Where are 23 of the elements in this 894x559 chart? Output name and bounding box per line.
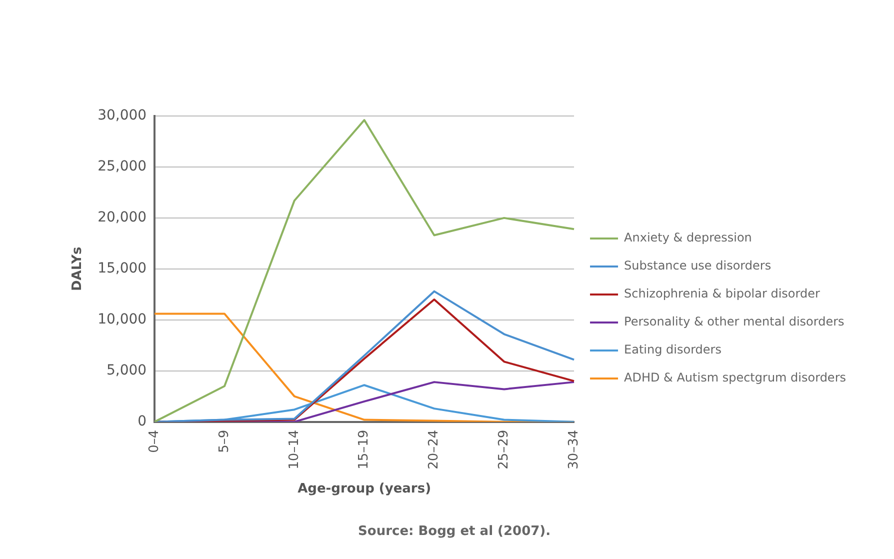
legend-label: Anxiety & depression bbox=[624, 230, 752, 245]
x-tick-label: 25–29 bbox=[496, 430, 512, 470]
source-note: Source: Bogg et al (2007). bbox=[358, 524, 551, 539]
y-tick-label: 15,000 bbox=[98, 260, 147, 277]
x-tick-label: 20–24 bbox=[426, 430, 442, 470]
x-tick-label: 10–14 bbox=[286, 430, 302, 470]
y-tick-label: 30,000 bbox=[98, 108, 147, 124]
x-tick-label: 30–34 bbox=[566, 430, 582, 470]
legend-label: Eating disorders bbox=[624, 342, 722, 357]
y-tick-label: 25,000 bbox=[98, 158, 147, 175]
x-tick-label: 15–19 bbox=[356, 430, 372, 470]
y-tick-label: 10,000 bbox=[98, 312, 147, 328]
x-tick-label: 0–4 bbox=[146, 430, 162, 453]
y-tick-label: 20,000 bbox=[98, 210, 147, 226]
legend-label: Schizophrenia & bipolar disorder bbox=[624, 286, 820, 301]
x-tick-label: 5–9 bbox=[216, 430, 232, 453]
legend-label: Personality & other mental disorders bbox=[624, 314, 844, 329]
y-tick-label: 0 bbox=[138, 413, 147, 430]
legend-label: Substance use disorders bbox=[624, 258, 772, 273]
legend-label: ADHD & Autism spectgrum disorders bbox=[624, 370, 846, 385]
y-axis-title: DALYs bbox=[70, 246, 86, 292]
y-tick-label: 5,000 bbox=[106, 362, 147, 378]
x-axis-title: Age-group (years) bbox=[298, 482, 432, 497]
